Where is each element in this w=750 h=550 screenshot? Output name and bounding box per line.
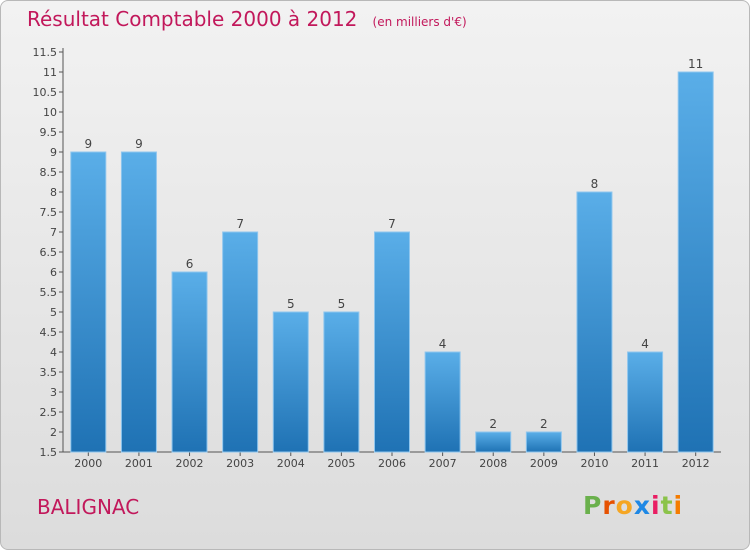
y-tick-label: 9.5	[40, 126, 58, 139]
chart-unit: (en milliers d'€)	[372, 15, 467, 29]
y-tick-label: 11	[43, 66, 57, 79]
x-tick-label: 2012	[682, 457, 710, 470]
bar	[525, 431, 562, 453]
y-tick-label: 4.5	[40, 326, 58, 339]
logo-letter: P	[583, 491, 603, 520]
bar	[475, 431, 512, 453]
y-tick-label: 2	[50, 426, 57, 439]
x-tick-label: 2000	[74, 457, 102, 470]
x-tick-label: 2003	[226, 457, 254, 470]
y-tick-label: 10.5	[33, 86, 58, 99]
y-tick-label: 11.5	[33, 46, 58, 59]
y-tick-label: 9	[50, 146, 57, 159]
chart-title: Résultat Comptable 2000 à 2012	[27, 7, 358, 31]
x-tick-label: 2005	[327, 457, 355, 470]
bar	[222, 231, 259, 453]
y-tick-label: 3.5	[40, 366, 58, 379]
y-tick-label: 6	[50, 266, 57, 279]
x-tick-label: 2006	[378, 457, 406, 470]
axes: 1.5 2 2.5 3 3.5 4 4.5 5 5.5 6 6.5 7 7.5 8 8.5 9 9.5 10 10.…	[33, 46, 721, 459]
x-tick-label: 2007	[429, 457, 457, 470]
bar-value-label: 5	[287, 297, 295, 311]
bar-value-label: 9	[135, 137, 143, 151]
bar	[677, 71, 714, 453]
y-tick-label: 4	[50, 346, 57, 359]
y-tick-label: 3	[50, 386, 57, 399]
x-tick-label: 2010	[580, 457, 608, 470]
y-tick-label: 5	[50, 306, 57, 319]
proxiti-logo: Proxiti	[583, 491, 683, 520]
bar-value-label: 5	[338, 297, 346, 311]
bar	[627, 351, 664, 453]
bar-value-label: 2	[540, 417, 548, 431]
bar-value-label: 6	[186, 257, 194, 271]
bar	[272, 311, 309, 453]
y-tick-label: 7.5	[40, 206, 58, 219]
bars	[70, 71, 714, 453]
bar-value-label: 11	[688, 57, 703, 71]
bar-value-label: 7	[388, 217, 396, 231]
y-tick-label: 8	[50, 186, 57, 199]
logo-letter: r	[602, 491, 616, 520]
bar-value-label: 4	[439, 337, 447, 351]
logo-letter: i	[651, 491, 661, 520]
logo-letter: x	[633, 491, 651, 520]
x-tick-label: 2004	[277, 457, 305, 470]
y-tick-label: 6.5	[40, 246, 58, 259]
x-tick-label: 2011	[631, 457, 659, 470]
x-tick-label: 2008	[479, 457, 507, 470]
y-tick-label: 8.5	[40, 166, 58, 179]
x-tick-label: 2009	[530, 457, 558, 470]
bar	[424, 351, 461, 453]
y-tick-label: 10	[43, 106, 57, 119]
bar	[171, 271, 208, 453]
logo-letter: i	[673, 491, 684, 520]
logo-letter: t	[660, 491, 674, 520]
bar	[323, 311, 360, 453]
bar-value-label: 2	[489, 417, 497, 431]
y-tick-label: 1.5	[40, 446, 58, 459]
commune-name: BALIGNAC	[37, 495, 140, 519]
y-tick-label: 2.5	[40, 406, 58, 419]
bar	[576, 191, 613, 453]
bar	[70, 151, 107, 453]
bar	[374, 231, 410, 453]
bar-value-label: 8	[591, 177, 599, 191]
bar	[120, 151, 157, 453]
bar-value-label: 4	[641, 337, 649, 351]
bar-value-label: 9	[84, 137, 92, 151]
y-tick-label: 7	[50, 226, 57, 239]
x-tick-label: 2002	[176, 457, 204, 470]
x-tick-label: 2001	[125, 457, 153, 470]
title-line: Résultat Comptable 2000 à 2012 (en milli…	[27, 7, 467, 31]
logo-letter: o	[615, 491, 634, 520]
bar-value-label: 7	[236, 217, 244, 231]
y-tick-label: 5.5	[40, 286, 58, 299]
labels: 9 2000 9 2001 6 2002 7 2003 5 2004 5 2005 7 2006 4 2007…	[74, 57, 709, 470]
